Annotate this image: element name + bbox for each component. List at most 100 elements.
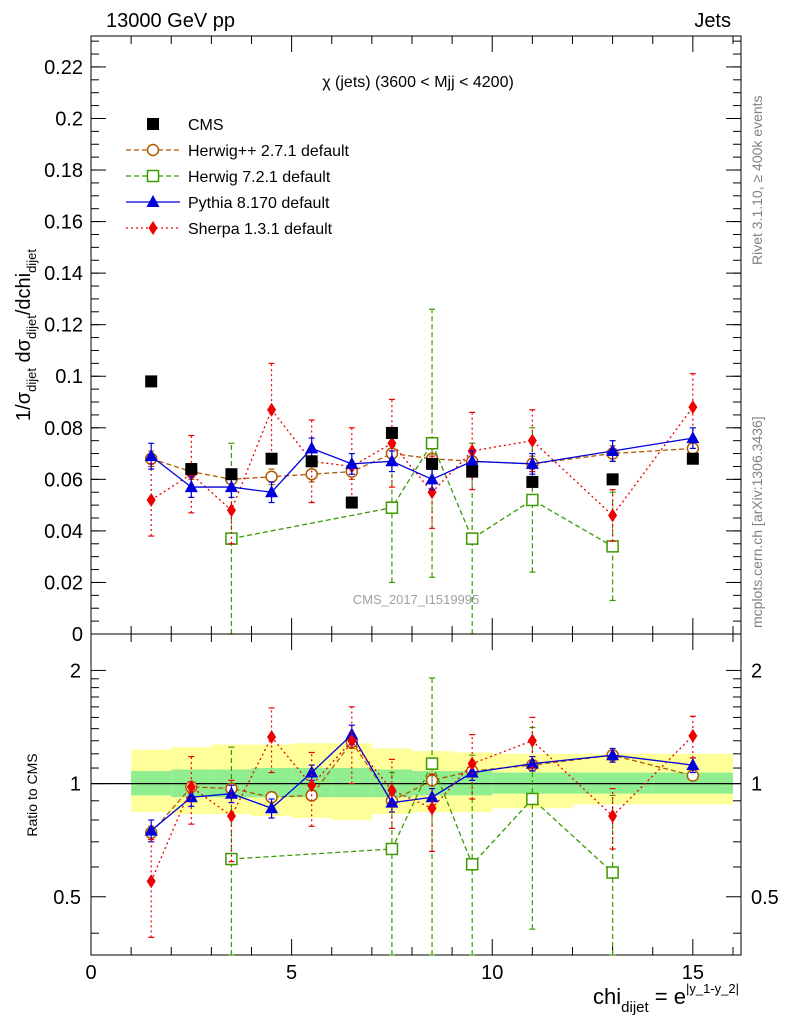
- data-point: [347, 733, 357, 748]
- data-point: [226, 808, 236, 823]
- data-point: [265, 485, 279, 498]
- series-pythia: [144, 427, 700, 504]
- legend-item: Herwig 7.2.1 default: [126, 169, 331, 186]
- data-point: [265, 801, 279, 814]
- ratio-frame: [90, 633, 742, 956]
- legend-marker: [147, 118, 159, 130]
- data-point: [144, 823, 158, 836]
- legend: CMS Herwig++ 2.7.1 default Herwig 7.2.1 de…: [126, 117, 350, 238]
- data-point: [427, 485, 437, 500]
- data-point: [146, 874, 156, 889]
- data-point: [608, 808, 618, 823]
- data-point: [465, 765, 479, 778]
- data-point: [345, 727, 359, 740]
- data-point: [305, 765, 319, 778]
- series-line: [150, 733, 693, 832]
- data-point: [425, 757, 439, 770]
- data-point: [686, 452, 699, 465]
- data-point: [345, 456, 359, 469]
- legend-marker: [146, 169, 160, 183]
- data-point: [144, 449, 158, 462]
- data-point: [265, 452, 278, 465]
- ratio-y-tick-label: 2: [70, 660, 81, 682]
- ratio-y-tick-label-right: 0.5: [751, 887, 779, 909]
- y-tick-label: 0.04: [44, 521, 83, 543]
- data-point: [387, 783, 397, 798]
- data-point: [226, 503, 236, 518]
- x-tick-label: 5: [286, 962, 297, 984]
- x-tick-label: 0: [85, 962, 96, 984]
- mcplots-label: mcplots.cern.ch [arXiv:1306.3436]: [749, 416, 765, 628]
- data-point: [225, 852, 238, 866]
- data-point: [224, 480, 238, 493]
- ratio-y-tick-label-right: 2: [751, 660, 762, 682]
- x-tick-label: 15: [682, 962, 704, 984]
- data-point: [385, 842, 399, 856]
- series-cms: [145, 375, 699, 509]
- legend-label: CMS: [188, 117, 224, 134]
- data-point: [426, 457, 439, 470]
- legend-label: Sherpa 1.3.1 default: [188, 221, 333, 238]
- data-point: [526, 792, 539, 806]
- ratio-ylabel: Ratio to CMS: [24, 753, 40, 836]
- legend-marker: [146, 143, 160, 157]
- series-herwig: [225, 308, 619, 635]
- data-point: [606, 443, 620, 456]
- x-axis-label: chidijet = e|y_1-y_2|: [593, 981, 739, 1016]
- legend-marker: [146, 195, 160, 207]
- ratio-y-tick-label: 1: [70, 774, 81, 796]
- y-tick-label: 0.18: [44, 160, 83, 182]
- data-point: [427, 801, 437, 816]
- data-point: [267, 402, 277, 417]
- ratio-axis-ticks: 0.5 0.5 1 1 2 2 0 5 10 15: [53, 634, 779, 984]
- series-line: [231, 441, 613, 547]
- ratio-panel: 0.5 0.5 1 1 2 2 0 5 10 15 Ratio to CMS: [24, 633, 779, 984]
- data-point: [345, 496, 358, 509]
- data-point: [606, 473, 619, 486]
- data-point: [527, 733, 537, 748]
- data-point: [525, 456, 539, 469]
- data-point: [606, 866, 619, 879]
- ratio-y-tick-label-right: 1: [751, 774, 762, 796]
- legend-marker: [148, 221, 158, 235]
- data-point: [146, 492, 156, 507]
- data-point: [465, 454, 479, 467]
- data-point: [385, 426, 398, 439]
- main-axis-ticks: 0 0.02 0.04 0.06 0.08 0.1 0.12 0.14 0.16 0.18 0.2 0…: [44, 36, 741, 646]
- data-point: [186, 779, 196, 794]
- data-point: [686, 431, 700, 444]
- ratio-data: [144, 677, 700, 956]
- data-point: [307, 778, 317, 793]
- data-point: [688, 728, 698, 743]
- data-point: [385, 454, 399, 467]
- data-point: [184, 480, 198, 493]
- legend-item: Pythia 8.170 default: [126, 195, 330, 212]
- data-point: [225, 468, 238, 481]
- series-herwig: [225, 677, 619, 956]
- data-point: [425, 437, 439, 450]
- series-line: [150, 437, 693, 493]
- data-point: [387, 436, 397, 451]
- data-point: [185, 463, 198, 476]
- data-point: [526, 493, 539, 507]
- data-point: [267, 730, 277, 745]
- main-data: [144, 308, 700, 635]
- y-tick-label: 0: [72, 624, 83, 646]
- y-tick-label: 0.1: [55, 366, 83, 388]
- data-point: [145, 375, 158, 388]
- y-tick-label: 0.02: [44, 572, 83, 594]
- legend-label: Pythia 8.170 default: [188, 195, 330, 212]
- data-point: [527, 433, 537, 448]
- main-title: χ (jets) (3600 < Mjj < 4200): [322, 74, 514, 91]
- series-line: [150, 740, 694, 834]
- data-point: [606, 540, 619, 553]
- series-sherpa: [146, 706, 698, 938]
- rivet-label: Rivet 3.1.10, ≥ 400k events: [749, 95, 765, 265]
- y-tick-label: 0.16: [44, 212, 83, 234]
- data-point: [466, 465, 479, 478]
- legend-item: Herwig++ 2.7.1 default: [126, 143, 350, 160]
- data-point: [305, 441, 319, 454]
- data-point: [425, 472, 439, 485]
- process-label: Jets: [694, 10, 731, 32]
